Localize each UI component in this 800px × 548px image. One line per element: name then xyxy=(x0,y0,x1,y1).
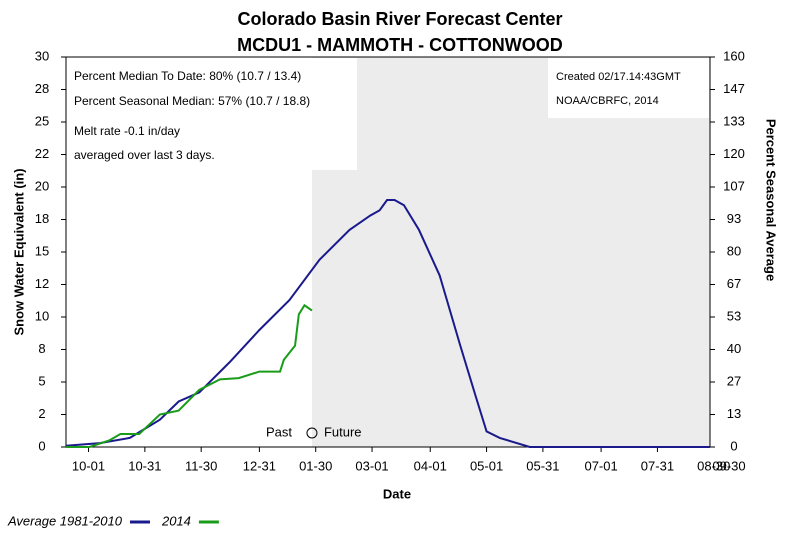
past-label: Past xyxy=(266,424,292,439)
x-tick-label: 08-30 xyxy=(697,458,730,473)
series-line xyxy=(66,303,313,448)
x-tick-label: 04-01 xyxy=(414,458,447,473)
future-region xyxy=(311,57,710,447)
y2-tick-label: 147 xyxy=(723,81,745,96)
y-tick-label: 8 xyxy=(38,341,45,356)
y-tick-label: 18 xyxy=(35,211,49,226)
x-tick-label: 01-30 xyxy=(299,458,332,473)
y-tick-label: 10 xyxy=(35,308,49,323)
legend-label: 2014 xyxy=(161,513,191,528)
series-line xyxy=(65,199,710,448)
annotation: Percent Median To Date: 80% (10.7 / 13.4… xyxy=(74,69,301,83)
x-tick-label: 07-01 xyxy=(584,458,617,473)
x-tick-label: 03-01 xyxy=(355,458,388,473)
x-axis-label: Date xyxy=(383,486,411,501)
y-tick-label: 12 xyxy=(35,276,49,291)
future-label: Future xyxy=(324,424,362,439)
y2-tick-label: 93 xyxy=(727,211,741,226)
y2-tick-label: 53 xyxy=(727,308,741,323)
clock-icon xyxy=(306,427,318,439)
y2-tick-label: 160 xyxy=(723,48,745,63)
x-tick-label: 12-31 xyxy=(243,458,276,473)
y2-tick-label: 27 xyxy=(727,373,741,388)
credit: Created 02/17.14:43GMT xyxy=(556,71,681,83)
annotation: Melt rate -0.1 in/day xyxy=(74,124,180,138)
x-tick-label: 10-31 xyxy=(128,458,161,473)
y-tick-label: 25 xyxy=(35,113,49,128)
y-tick-label: 0 xyxy=(38,438,45,453)
y-tick-label: 2 xyxy=(38,406,45,421)
y-tick-label: 15 xyxy=(35,243,49,258)
y-tick-label: 20 xyxy=(35,178,49,193)
legend-label: Average 1981-2010 xyxy=(7,513,123,528)
y-tick-label: 22 xyxy=(35,146,49,161)
y2-tick-label: 80 xyxy=(727,243,741,258)
y-tick-label: 30 xyxy=(35,48,49,63)
x-tick-label: 11-30 xyxy=(185,458,217,473)
y2-tick-label: 13 xyxy=(727,406,741,421)
credit: NOAA/CBRFC, 2014 xyxy=(556,95,659,107)
chart-title: Colorado Basin River Forecast Center xyxy=(237,9,562,29)
chart-subtitle: MCDU1 - MAMMOTH - COTTONWOOD xyxy=(237,35,563,55)
y2-tick-label: 0 xyxy=(730,438,737,453)
y2-tick-label: 107 xyxy=(723,178,745,193)
y2-tick-label: 67 xyxy=(727,276,741,291)
y-axis-label: Snow Water Equivalent (in) xyxy=(11,168,26,335)
y2-tick-label: 120 xyxy=(723,146,745,161)
y2-tick-label: 133 xyxy=(723,113,745,128)
annotation: Percent Seasonal Median: 57% (10.7 / 18.… xyxy=(74,94,310,108)
y-tick-label: 5 xyxy=(38,373,45,388)
annotation: averaged over last 3 days. xyxy=(74,148,215,162)
y2-axis-label: Percent Seasonal Average xyxy=(764,119,779,281)
y2-tick-label: 40 xyxy=(727,341,741,356)
x-tick-label: 07-31 xyxy=(641,458,674,473)
x-tick-label: 05-31 xyxy=(526,458,559,473)
x-tick-label: 09-30 xyxy=(712,458,745,473)
x-tick-label: 05-01 xyxy=(470,458,503,473)
credit-box xyxy=(548,58,709,118)
y-tick-label: 28 xyxy=(35,81,49,96)
x-tick-label: 10-01 xyxy=(72,458,105,473)
info-box xyxy=(67,58,357,170)
